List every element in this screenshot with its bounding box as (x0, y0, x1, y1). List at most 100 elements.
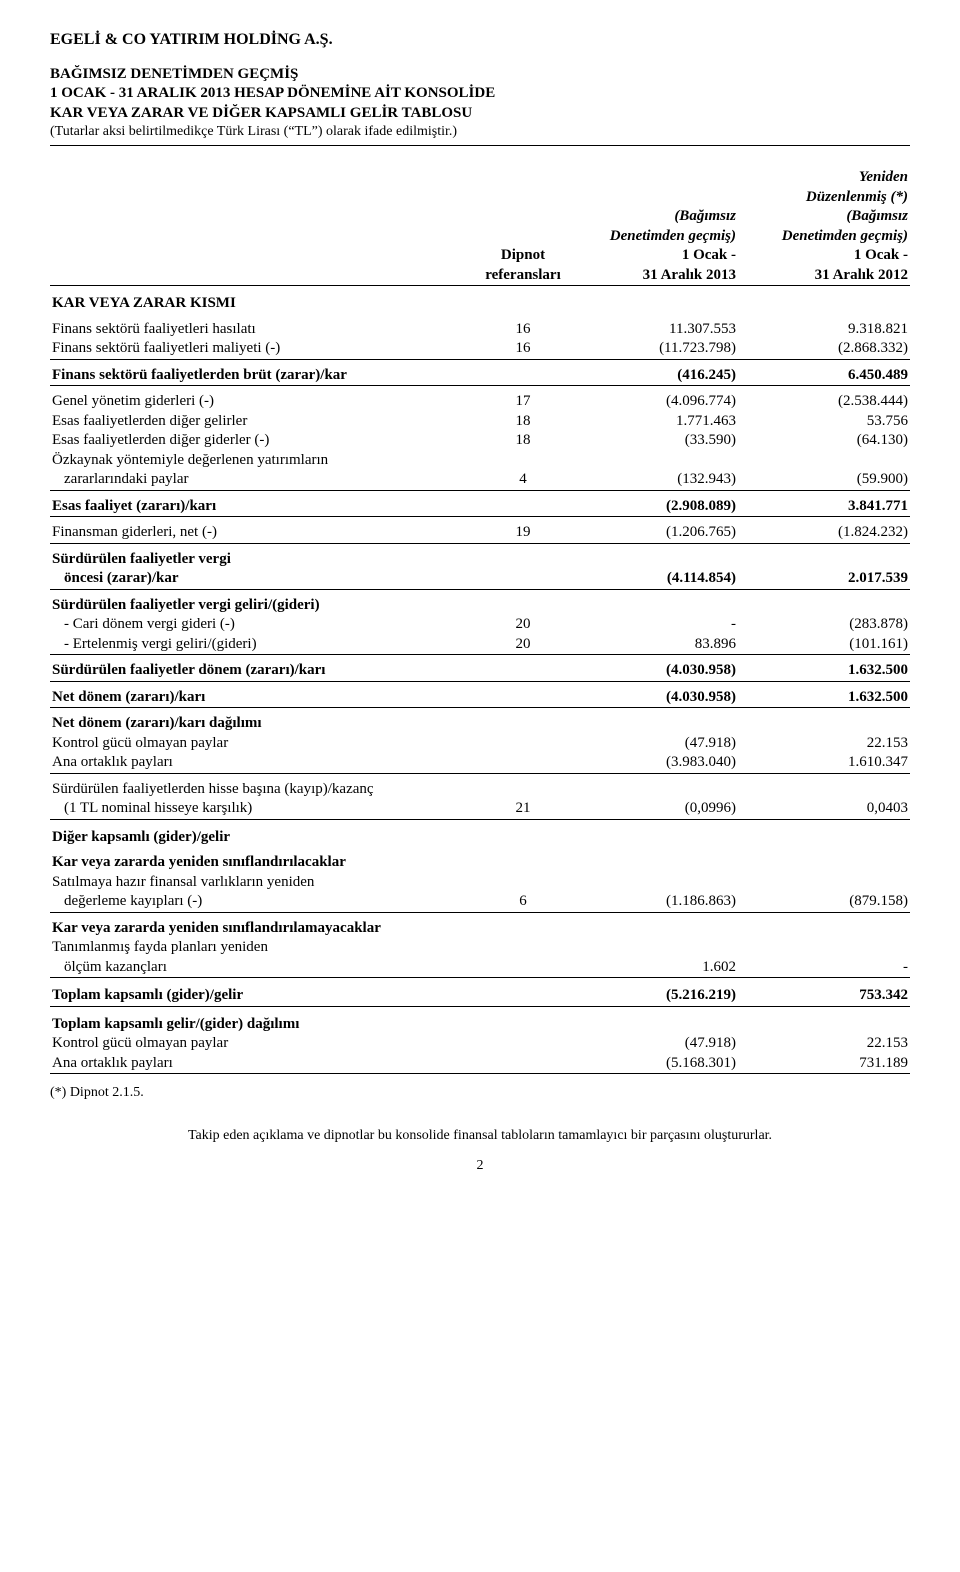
section-tkggd: Toplam kapsamlı gelir/(gider) dağılımı (50, 1006, 480, 1034)
row-ref: 21 (480, 799, 566, 819)
row-ref: 16 (480, 339, 566, 359)
col-ref-header-1: Dipnot (501, 247, 545, 263)
row-ref: 16 (480, 314, 566, 340)
row-label: Tanımlanmış fayda planları yeniden (50, 938, 480, 958)
row-val-1: 1.771.463 (566, 412, 738, 432)
row-label: (1 TL nominal hisseye karşılık) (50, 799, 480, 819)
row-val-2: (879.158) (738, 892, 910, 912)
row-val-2: 3.841.771 (738, 490, 910, 517)
section-ndzkd: Net dönem (zararı)/karı dağılımı (50, 708, 480, 734)
row-val-2: 1.632.500 (738, 655, 910, 682)
row-val-1: 11.307.553 (566, 314, 738, 340)
row-val-1: (3.983.040) (566, 753, 738, 773)
row-label: Finans sektörü faaliyetleri hasılatı (50, 314, 480, 340)
footnote: (*) Dipnot 2.1.5. (50, 1084, 910, 1102)
row-ref: 20 (480, 635, 566, 655)
row-val-1: (5.168.301) (566, 1054, 738, 1074)
section-esas: Esas faaliyet (zararı)/karı (50, 490, 480, 517)
row-label: Satılmaya hazır finansal varlıkların yen… (50, 873, 480, 893)
row-label: Özkaynak yöntemiyle değerlenen yatırımla… (50, 451, 480, 471)
row-label: Ana ortaklık payları (50, 753, 480, 773)
row-label: Finans sektörü faaliyetleri maliyeti (-) (50, 339, 480, 359)
row-val-2: 753.342 (738, 978, 910, 1007)
title-line-1: BAĞIMSIZ DENETİMDEN GEÇMİŞ (50, 65, 910, 85)
row-val-2: 2.017.539 (738, 569, 910, 589)
row-val-2: (64.130) (738, 431, 910, 451)
row-label: Ana ortaklık payları (50, 1054, 480, 1074)
row-val-1: (132.943) (566, 470, 738, 490)
row-label: Kontrol gücü olmayan paylar (50, 734, 480, 754)
col3-header-2: (Bağımsız (846, 208, 908, 224)
section-sfvg-l1: Sürdürülen faaliyetler vergi (50, 543, 480, 569)
row-val-1: (33.590) (566, 431, 738, 451)
row-label: - Ertelenmiş vergi geliri/(gideri) (50, 635, 480, 655)
row-val-2: (1.824.232) (738, 517, 910, 544)
col3-header-5: 31 Aralık 2012 (815, 267, 908, 283)
col3-header-1: Düzenlenmiş (*) (806, 189, 908, 205)
section-ndzk: Net dönem (zararı)/karı (50, 681, 480, 708)
income-statement-table: Yeniden Düzenlenmiş (*) (Bağımsız (Bağım… (50, 168, 910, 1074)
section-kvzys: Kar veya zararda yeniden sınıflandırılac… (50, 847, 480, 873)
row-label: Esas faaliyetlerden diğer gelirler (50, 412, 480, 432)
row-label: Kontrol gücü olmayan paylar (50, 1034, 480, 1054)
row-val-2: 9.318.821 (738, 314, 910, 340)
col3-header-4: 1 Ocak - (854, 247, 908, 263)
row-label: - Cari dönem vergi gideri (-) (50, 615, 480, 635)
col2-header-1: (Bağımsız (674, 208, 736, 224)
row-ref: 20 (480, 615, 566, 635)
row-label: Genel yönetim giderleri (-) (50, 386, 480, 412)
section-sfdzk: Sürdürülen faaliyetler dönem (zararı)/ka… (50, 655, 480, 682)
row-val-1: (1.186.863) (566, 892, 738, 912)
report-title: BAĞIMSIZ DENETİMDEN GEÇMİŞ 1 OCAK - 31 A… (50, 65, 910, 142)
row-ref: 18 (480, 412, 566, 432)
company-name: EGELİ & CO YATIRIM HOLDİNG A.Ş. (50, 30, 910, 51)
row-val-2: 0,0403 (738, 799, 910, 819)
title-note: (Tutarlar aksi belirtilmedikçe Türk Lira… (50, 123, 910, 141)
row-ref: 18 (480, 431, 566, 451)
section-tkgg: Toplam kapsamlı (gider)/gelir (50, 978, 480, 1007)
section-kvzysm: Kar veya zararda yeniden sınıflandırılam… (50, 912, 480, 938)
row-label: Esas faaliyetlerden diğer giderler (-) (50, 431, 480, 451)
col-ref-header-2: referansları (485, 267, 561, 283)
row-val-1: (1.206.765) (566, 517, 738, 544)
row-label: zararlarındaki paylar (50, 470, 480, 490)
row-val-1: 83.896 (566, 635, 738, 655)
row-label: değerleme kayıpları (-) (50, 892, 480, 912)
col2-header-3: 1 Ocak - (682, 247, 736, 263)
row-val-2: - (738, 958, 910, 978)
section-kvzk: KAR VEYA ZARAR KISMI (50, 286, 480, 314)
row-val-1: (5.216.219) (566, 978, 738, 1007)
row-val-1: (0,0996) (566, 799, 738, 819)
page-number: 2 (50, 1157, 910, 1175)
row-val-2: 1.610.347 (738, 753, 910, 773)
row-val-2: 22.153 (738, 734, 910, 754)
row-val-1: 1.602 (566, 958, 738, 978)
title-divider (50, 145, 910, 146)
row-val-2: (59.900) (738, 470, 910, 490)
row-val-1: (47.918) (566, 734, 738, 754)
row-val-1: (4.114.854) (566, 569, 738, 589)
row-val-1: - (566, 615, 738, 635)
row-val-1: (47.918) (566, 1034, 738, 1054)
row-val-2: (101.161) (738, 635, 910, 655)
row-label: Sürdürülen faaliyetlerden hisse başına (… (50, 773, 480, 799)
row-val-1: (2.908.089) (566, 490, 738, 517)
row-val-1: (4.030.958) (566, 655, 738, 682)
row-val-1: (416.245) (566, 359, 738, 386)
col3-header-0: Yeniden (859, 169, 908, 185)
row-val-2: 22.153 (738, 1034, 910, 1054)
section-dkgg: Diğer kapsamlı (gider)/gelir (50, 819, 480, 847)
title-line-2: 1 OCAK - 31 ARALIK 2013 HESAP DÖNEMİNE A… (50, 84, 910, 104)
row-val-1: (4.096.774) (566, 386, 738, 412)
row-ref: 4 (480, 470, 566, 490)
section-sfvgg: Sürdürülen faaliyetler vergi geliri/(gid… (50, 589, 480, 615)
row-val-2: (2.868.332) (738, 339, 910, 359)
col3-header-3: Denetimden geçmiş) (782, 228, 908, 244)
row-val-2: 731.189 (738, 1054, 910, 1074)
title-line-3: KAR VEYA ZARAR VE DİĞER KAPSAMLI GELİR T… (50, 104, 910, 124)
row-label: ölçüm kazançları (50, 958, 480, 978)
row-ref: 17 (480, 386, 566, 412)
row-val-1: (4.030.958) (566, 681, 738, 708)
row-label: Finansman giderleri, net (-) (50, 517, 480, 544)
row-ref: 19 (480, 517, 566, 544)
